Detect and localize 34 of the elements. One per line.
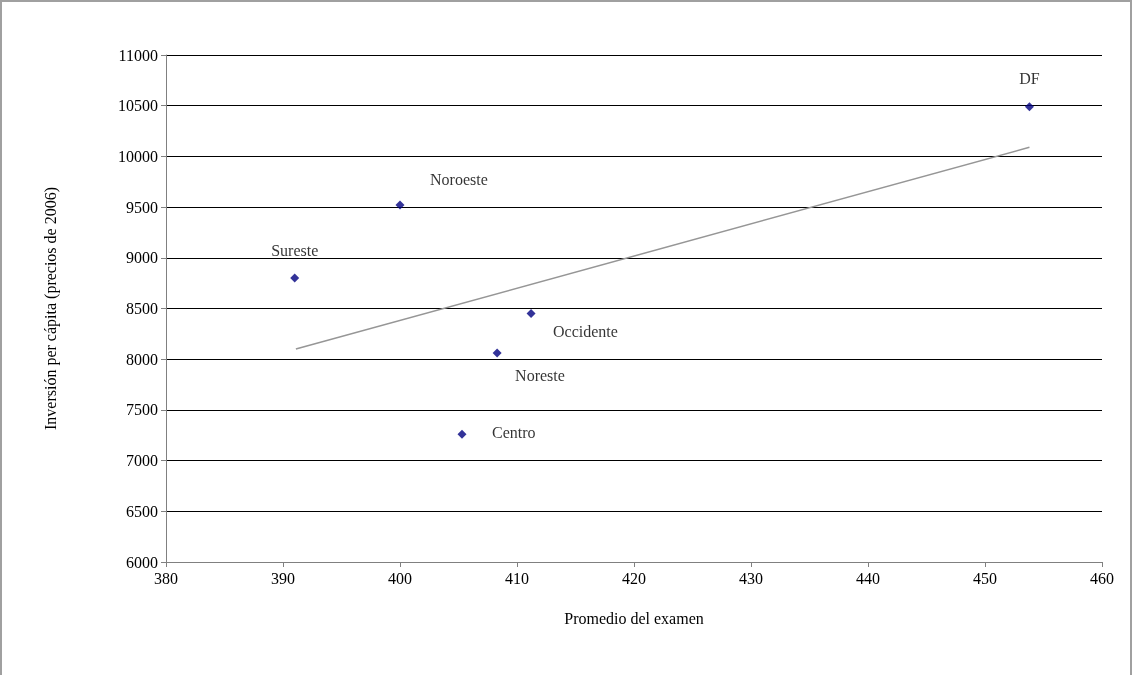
y-axis-title: Inversión per cápita (precios de 2006) xyxy=(41,186,60,431)
x-tick-label: 390 xyxy=(271,569,295,587)
x-tick-label: 450 xyxy=(973,569,997,587)
y-tick-label: 7500 xyxy=(126,401,158,419)
y-tick-label: 10000 xyxy=(118,147,158,165)
point xyxy=(290,273,300,283)
x-axis-title: Promedio del examen xyxy=(564,609,704,627)
point xyxy=(526,309,536,319)
annotation: Sureste xyxy=(271,241,319,259)
point xyxy=(1024,102,1034,112)
y-tick-label: 9000 xyxy=(126,249,158,267)
y-tick-label: 8000 xyxy=(126,350,158,368)
x-tick-label: 460 xyxy=(1090,569,1114,587)
annotation: Noroeste xyxy=(430,170,488,188)
y-tick-label: 10500 xyxy=(118,97,158,115)
y-tick-label: 7000 xyxy=(126,452,158,470)
x-tick-label: 380 xyxy=(154,569,178,587)
point xyxy=(492,348,502,358)
annotation: Centro xyxy=(492,423,536,441)
x-tick-label: 430 xyxy=(739,569,763,587)
x-tick-label: 420 xyxy=(622,569,646,587)
annotation: DF xyxy=(1019,70,1040,88)
point xyxy=(395,200,405,210)
y-tick-label: 6000 xyxy=(126,553,158,571)
x-tick-label: 410 xyxy=(505,569,529,587)
x-tick-label: 400 xyxy=(388,569,412,587)
y-tick-label: 9500 xyxy=(126,198,158,216)
annotation: Occidente xyxy=(553,323,618,341)
y-tick-label: 8500 xyxy=(126,300,158,317)
annotation: Noreste xyxy=(515,366,565,384)
y-tick-label: 11000 xyxy=(118,46,158,64)
point xyxy=(457,429,467,439)
x-tick-label: 440 xyxy=(856,569,880,587)
y-tick-label: 6500 xyxy=(126,502,158,520)
